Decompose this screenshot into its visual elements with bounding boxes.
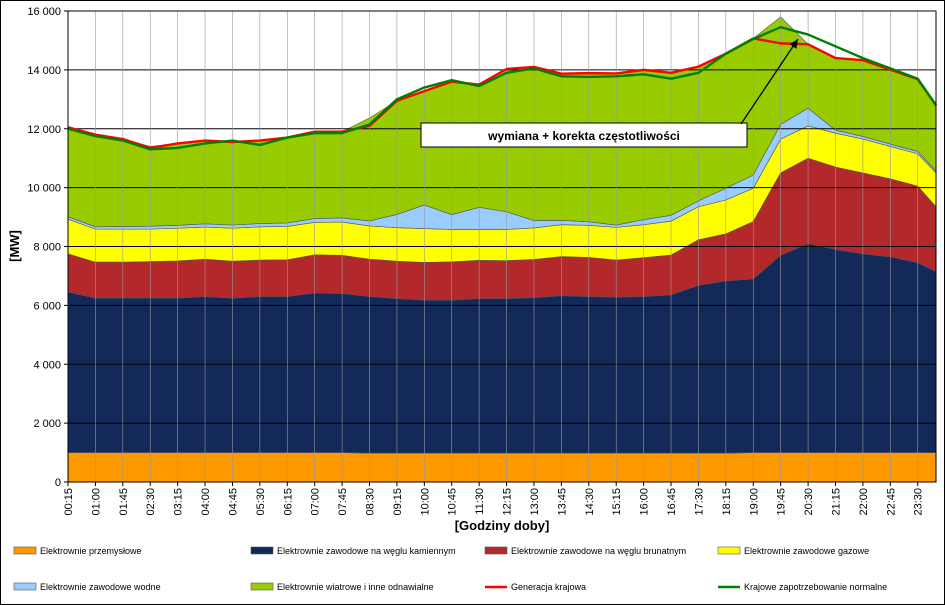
legend-item: Elektrownie wiatrowe i inne odnawialne bbox=[250, 582, 434, 592]
legend-item: Elektrownie zawodowe na węglu kamiennym bbox=[250, 546, 456, 556]
x-tick-label: 04:00 bbox=[200, 488, 212, 516]
legend-label: Elektrownie zawodowe wodne bbox=[40, 582, 161, 592]
y-tick-label: 0 bbox=[55, 477, 61, 489]
y-tick-label: 4 000 bbox=[33, 359, 61, 371]
x-tick-label: 01:00 bbox=[90, 488, 102, 516]
y-axis-ticks: 0 2 000 4 000 6 000 8 000 10 000 12 000 14 000 1… bbox=[27, 6, 68, 489]
x-tick-label: 16:45 bbox=[666, 488, 678, 516]
x-tick-label: 10:45 bbox=[447, 488, 459, 516]
legend-item: Elektrownie przemysłowe bbox=[13, 546, 142, 556]
x-tick-label: 21:15 bbox=[830, 488, 842, 516]
y-tick-label: 16 000 bbox=[27, 6, 61, 18]
x-tick-label: 18:15 bbox=[721, 488, 733, 516]
x-tick-label: 01:45 bbox=[118, 488, 130, 516]
legend-label: Generacja krajowa bbox=[511, 582, 586, 592]
legend: Elektrownie przemysłowe Elektrownie zawod… bbox=[13, 546, 887, 592]
legend-item: Generacja krajowa bbox=[485, 582, 586, 592]
y-tick-label: 12 000 bbox=[27, 124, 61, 136]
line-series bbox=[67, 25, 937, 151]
legend-item: Elektrownie zawodowe gazowe bbox=[717, 546, 869, 556]
x-tick-label: 04:45 bbox=[227, 488, 239, 516]
x-tick-label: 10:00 bbox=[419, 488, 431, 516]
x-tick-label: 03:15 bbox=[173, 488, 185, 516]
x-tick-label: 12:15 bbox=[502, 488, 514, 516]
legend-swatch bbox=[717, 546, 741, 555]
legend-label: Elektrownie zawodowe na węglu brunatnym bbox=[511, 546, 686, 556]
legend-swatch bbox=[484, 546, 508, 555]
legend-swatch bbox=[13, 546, 37, 555]
x-tick-label: 11:30 bbox=[474, 488, 486, 515]
x-tick-label: 09:15 bbox=[392, 488, 404, 516]
annotation-arrowhead bbox=[789, 39, 798, 49]
x-tick-label: 17:30 bbox=[693, 488, 705, 516]
x-axis-ticks: 00:15 01:00 01:45 02:30 03:15 04:00 04:45 05:30… bbox=[63, 482, 925, 516]
line-series-2 bbox=[67, 25, 937, 151]
x-tick-label: 06:15 bbox=[282, 488, 294, 516]
annotation-rect bbox=[420, 122, 748, 148]
x-axis-title: [Godziny doby] bbox=[455, 518, 550, 533]
legend-label: Elektrownie przemysłowe bbox=[40, 546, 142, 556]
gridlines bbox=[68, 11, 936, 482]
legend-item: Elektrownie zawodowe wodne bbox=[13, 582, 161, 592]
y-tick-label: 6 000 bbox=[33, 300, 61, 312]
x-tick-label: 22:45 bbox=[885, 488, 897, 516]
annotation-box: wymiana + korekta częstotliwości bbox=[420, 38, 799, 148]
x-tick-label: 13:00 bbox=[529, 488, 541, 516]
legend-label: Elektrownie wiatrowe i inne odnawialne bbox=[277, 582, 434, 592]
legend-label: Elektrownie zawodowe gazowe bbox=[744, 546, 869, 556]
annotation-text: wymiana + korekta częstotliwości bbox=[487, 129, 680, 143]
line-series-1 bbox=[67, 37, 937, 150]
x-tick-label: 19:00 bbox=[748, 488, 760, 516]
legend-swatch bbox=[250, 546, 274, 555]
x-tick-label: 19:45 bbox=[776, 488, 788, 516]
legend-label: Elektrownie zawodowe na węglu kamiennym bbox=[277, 546, 456, 556]
x-tick-label: 14:30 bbox=[584, 488, 596, 516]
x-tick-label: 05:30 bbox=[255, 488, 267, 516]
legend-item: Elektrownie zawodowe na węglu brunatnym bbox=[484, 546, 686, 556]
x-tick-label: 00:15 bbox=[63, 488, 75, 516]
y-tick-label: 14 000 bbox=[27, 65, 61, 77]
annotation-arrow bbox=[740, 38, 799, 125]
x-tick-label: 13:45 bbox=[556, 488, 568, 516]
x-tick-label: 07:45 bbox=[337, 488, 349, 516]
legend-item: Krajowe zapotrzebowanie normalne bbox=[718, 582, 887, 592]
y-tick-label: 2 000 bbox=[33, 418, 61, 430]
stacked-areas bbox=[67, 16, 937, 483]
x-tick-label: 07:00 bbox=[310, 488, 322, 516]
x-tick-label: 22:00 bbox=[858, 488, 870, 516]
y-tick-label: 8 000 bbox=[33, 242, 61, 254]
x-tick-label: 20:30 bbox=[803, 488, 815, 516]
x-tick-label: 16:00 bbox=[639, 488, 651, 516]
y-tick-label: 10 000 bbox=[27, 183, 61, 195]
legend-label: Krajowe zapotrzebowanie normalne bbox=[744, 582, 887, 592]
x-tick-label: 02:30 bbox=[145, 488, 157, 516]
x-tick-label: 23:30 bbox=[913, 488, 925, 516]
x-tick-label: 08:30 bbox=[365, 488, 377, 516]
area-series-1 bbox=[67, 452, 937, 483]
legend-swatch bbox=[250, 582, 274, 591]
x-tick-label: 15:15 bbox=[611, 488, 623, 516]
y-axis-title: [MW] bbox=[7, 230, 22, 262]
legend-swatch bbox=[13, 582, 37, 591]
